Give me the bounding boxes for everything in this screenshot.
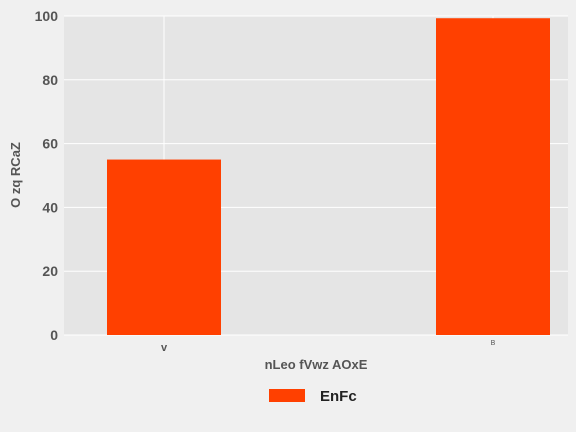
bar-B (436, 18, 550, 335)
y-tick-label: 80 (42, 72, 58, 88)
y-tick-label: 0 (50, 327, 58, 343)
legend-label: EnFc (320, 388, 357, 405)
legend: EnFc (269, 388, 357, 405)
y-tick-label: 20 (42, 263, 58, 279)
y-tick-labels: 0 20 40 60 80 100 (35, 8, 59, 343)
y-tick-label: 100 (35, 8, 59, 24)
y-axis-label: O zq RCaZ (8, 142, 23, 208)
x-tick-label: v (161, 342, 168, 354)
legend-swatch (269, 389, 305, 402)
y-tick-label: 60 (42, 136, 58, 152)
x-axis-label: nLeo fVwz AOxE (265, 357, 368, 372)
x-tick-label: B (491, 340, 496, 347)
y-tick-label: 40 (42, 199, 58, 215)
bar-v (107, 159, 221, 335)
bars (107, 18, 550, 335)
